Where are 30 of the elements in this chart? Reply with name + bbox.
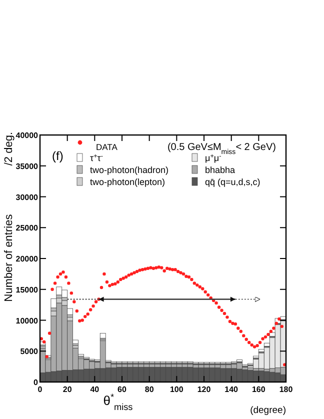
y-tick-label: 15000 xyxy=(16,285,39,294)
legend-label: bhabha xyxy=(205,165,236,175)
x-tick-label: 100 xyxy=(170,385,184,394)
x-tick-label: 140 xyxy=(224,385,239,394)
x-tick-label: 60 xyxy=(118,385,127,394)
y-tick-label: 5000 xyxy=(20,347,39,356)
x-tick-label: 40 xyxy=(90,385,100,394)
legend-label: DATA xyxy=(96,142,118,152)
x-tick-label: 160 xyxy=(252,385,266,394)
y-tick-label: 35000 xyxy=(16,162,39,171)
y-tick-label: 30000 xyxy=(16,192,39,202)
y-tick-label: 0 xyxy=(34,378,39,387)
y-tick-label: 25000 xyxy=(16,224,39,233)
y-axis-title: Number of entries xyxy=(3,214,15,302)
text: /2 deg. xyxy=(3,132,15,166)
legend-label: τ$^{+}$τ$^{-}$ xyxy=(90,152,103,163)
annotation: (f) xyxy=(52,149,64,163)
x-tick-label: 180 xyxy=(279,385,294,394)
legend-label: two-photon(hadron) xyxy=(90,165,169,175)
legend-label: two-photon(lepton) xyxy=(90,177,166,187)
y-tick-label: 40000 xyxy=(16,131,39,140)
legend-label: μ$^{+}$μ$^{-}$ xyxy=(205,152,222,163)
legend-label: qq̄ (q=u,d,s,c) xyxy=(205,177,260,187)
x-tick-label: 80 xyxy=(144,385,154,394)
x-tick-label: 120 xyxy=(197,385,212,394)
y-tick-label: 20000 xyxy=(16,254,39,264)
annotation: (0.5 GeV≤M$_{miss}$< 2 GeV) xyxy=(167,142,276,156)
text: (degree) xyxy=(250,405,286,416)
x-tick-label: 20 xyxy=(62,385,72,394)
y-tick-label: 10000 xyxy=(16,316,39,326)
